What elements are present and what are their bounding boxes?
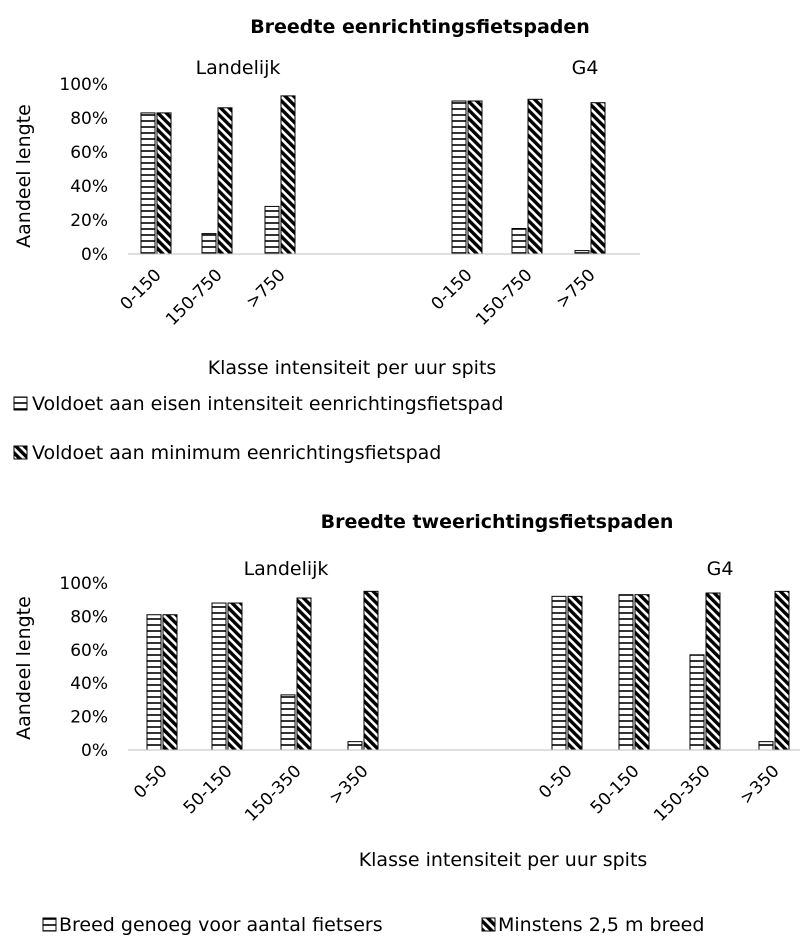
bar bbox=[264, 205, 280, 255]
bar bbox=[774, 590, 790, 751]
y-axis-label: Aandeel lengte bbox=[13, 104, 35, 248]
bar bbox=[467, 100, 483, 255]
bar bbox=[527, 98, 543, 255]
group-label: G4 bbox=[707, 558, 734, 580]
bar bbox=[451, 100, 467, 255]
bar bbox=[280, 694, 296, 751]
x-tick-label: 150-750 bbox=[162, 265, 226, 329]
bar bbox=[511, 228, 527, 255]
chart-eenrichting: Breedte eenrichtingsfietspaden Aandeel l… bbox=[13, 16, 640, 464]
legend: Breed genoeg voor aantal fietsers Minste… bbox=[42, 914, 704, 936]
bar bbox=[347, 741, 363, 751]
legend-item: Voldoet aan eisen intensiteit eenrichtin… bbox=[13, 393, 503, 415]
x-tick-label: 150-350 bbox=[241, 761, 305, 825]
legend-label: Voldoet aan minimum eenrichtingsfietspad bbox=[32, 442, 441, 464]
bar bbox=[201, 233, 217, 255]
y-tick-label: 80% bbox=[70, 607, 108, 627]
bar bbox=[634, 594, 650, 751]
bar bbox=[140, 112, 156, 255]
legend-swatch bbox=[42, 917, 57, 932]
x-tick-label: >750 bbox=[242, 265, 289, 312]
y-tick-label: 40% bbox=[70, 177, 108, 197]
x-tick-label: >750 bbox=[552, 265, 599, 312]
y-tick-label: 0% bbox=[81, 741, 108, 761]
bar bbox=[363, 590, 379, 751]
bar bbox=[758, 741, 774, 751]
bar bbox=[280, 95, 296, 255]
chart-title: Breedte eenrichtingsfietspaden bbox=[250, 16, 590, 38]
bar bbox=[227, 602, 243, 751]
x-tick-label: 0-150 bbox=[427, 265, 476, 314]
bar bbox=[590, 102, 606, 255]
legend-swatch bbox=[481, 917, 496, 932]
y-tick-label: 0% bbox=[81, 245, 108, 265]
group-label: Landelijk bbox=[244, 558, 329, 580]
group-label: Landelijk bbox=[196, 57, 281, 79]
bar bbox=[574, 250, 590, 255]
legend-label: Breed genoeg voor aantal fietsers bbox=[59, 914, 383, 936]
legend-label: Minstens 2,5 m breed bbox=[498, 914, 704, 936]
y-axis-label: Aandeel lengte bbox=[13, 596, 35, 740]
group-label: G4 bbox=[572, 57, 599, 79]
x-tick-label: 150-350 bbox=[650, 761, 714, 825]
bar bbox=[211, 602, 227, 751]
x-axis-label: Klasse intensiteit per uur spits bbox=[208, 357, 497, 379]
y-tick-label: 80% bbox=[70, 109, 108, 129]
x-tick-label: >350 bbox=[736, 761, 783, 808]
bar bbox=[551, 595, 567, 751]
x-axis-label: Klasse intensiteit per uur spits bbox=[359, 849, 648, 871]
y-tick-label: 60% bbox=[70, 143, 108, 163]
bar bbox=[146, 614, 162, 751]
y-tick-label: 20% bbox=[70, 211, 108, 231]
x-tick-label: 0-50 bbox=[130, 761, 171, 802]
bar bbox=[689, 654, 705, 751]
legend-label: Voldoet aan eisen intensiteit eenrichtin… bbox=[32, 393, 503, 415]
bar bbox=[296, 597, 312, 751]
y-tick-label: 20% bbox=[70, 708, 108, 728]
bar bbox=[567, 595, 583, 751]
legend-item: Breed genoeg voor aantal fietsers bbox=[42, 914, 383, 936]
bar bbox=[705, 592, 721, 751]
y-tick-label: 40% bbox=[70, 674, 108, 694]
x-tick-label: 150-750 bbox=[472, 265, 536, 329]
x-tick-label: >350 bbox=[325, 761, 372, 808]
y-tick-label: 100% bbox=[59, 574, 108, 594]
bar bbox=[618, 594, 634, 751]
y-tick-label: 100% bbox=[59, 75, 108, 95]
chart-title: Breedte tweerichtingsfietspaden bbox=[321, 511, 674, 533]
legend-item: Voldoet aan minimum eenrichtingsfietspad bbox=[13, 442, 441, 464]
y-tick-label: 60% bbox=[70, 641, 108, 661]
bar bbox=[156, 112, 172, 255]
x-tick-label: 0-50 bbox=[535, 761, 576, 802]
legend-item: Minstens 2,5 m breed bbox=[481, 914, 704, 936]
legend-swatch bbox=[13, 396, 28, 411]
chart-tweerichting: Breedte tweerichtingsfietspaden Aandeel … bbox=[13, 511, 800, 936]
x-tick-label: 50-150 bbox=[587, 761, 644, 818]
legend-swatch bbox=[13, 445, 28, 460]
bar bbox=[162, 614, 178, 751]
x-tick-label: 50-150 bbox=[180, 761, 237, 818]
legend: Voldoet aan eisen intensiteit eenrichtin… bbox=[13, 393, 503, 464]
bar bbox=[217, 107, 233, 255]
x-tick-label: 0-150 bbox=[116, 265, 165, 314]
